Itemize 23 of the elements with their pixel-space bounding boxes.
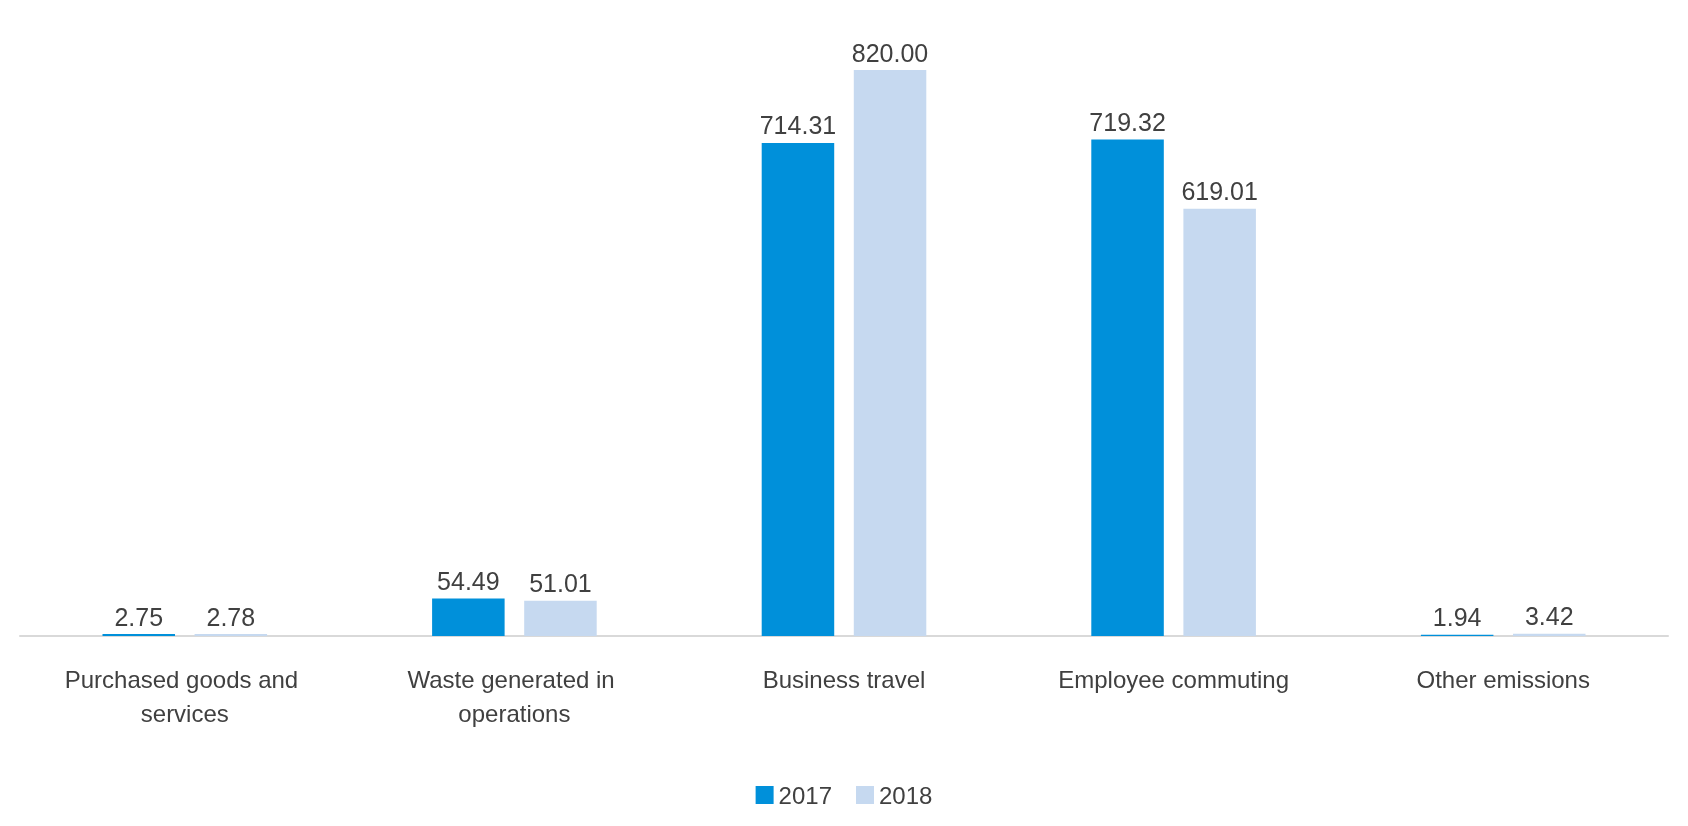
bar (761, 142, 835, 636)
legend-label: 2017 (778, 781, 832, 809)
x-tick-label: Purchased goods and services (64, 665, 305, 727)
data-label: 51.01 (529, 569, 592, 598)
data-label: 1.94 (1432, 603, 1482, 632)
data-label: 2.78 (206, 602, 256, 631)
bar (1091, 139, 1164, 636)
bar (524, 600, 597, 636)
data-label: 714.31 (759, 111, 837, 140)
x-tick-label: Business travel (762, 665, 926, 693)
bar (1183, 208, 1256, 636)
x-tick-label: Employee commuting (1058, 665, 1289, 693)
data-label: 3.42 (1524, 602, 1574, 631)
data-label: 719.32 (1089, 107, 1166, 136)
x-tick-label: Waste generated in operations (407, 665, 622, 727)
x-tick-label: Other emissions (1416, 665, 1590, 693)
bar (853, 70, 927, 636)
legend-label: 2018 (879, 781, 933, 809)
data-label: 619.01 (1181, 177, 1258, 206)
data-label: 2.75 (114, 602, 164, 631)
data-label: 820.00 (851, 38, 929, 67)
data-label: 54.49 (437, 566, 500, 595)
bar (432, 598, 505, 636)
